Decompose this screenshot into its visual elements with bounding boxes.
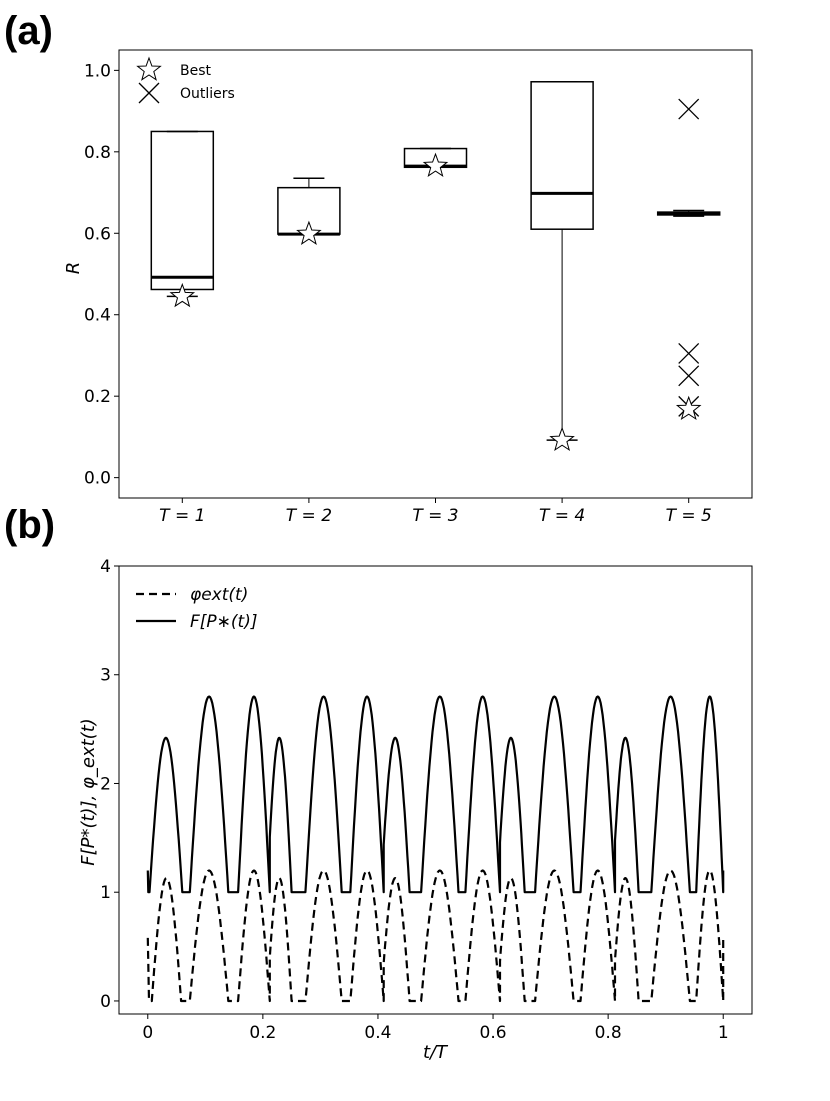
legend: φext(t) F[P∗(t)] [136,585,257,632]
y-tick-label: 2 [100,774,111,794]
panel-b-label: (b) [4,503,55,547]
y-tick-label: 0.4 [84,306,111,326]
x-axis-ticks: 0 0.2 0.4 0.6 0.8 1 [142,1014,729,1043]
y-tick-label: 3 [100,666,111,686]
y-tick-label: 0 [100,992,111,1012]
legend-phi-ext-label: φext(t) [190,585,248,605]
box-body [530,81,594,230]
box-5 [656,98,721,421]
y-tick-label: 1.0 [84,61,111,81]
x-tick-label: 0.4 [364,1023,391,1043]
x-tick-label: 0.2 [249,1023,276,1043]
legend-x-marker [138,82,160,104]
y-tick-label: 0.8 [84,143,111,163]
x-tick-label: T = 3 [412,506,458,526]
line-plot-panel: 0 1 2 3 4 0 0.2 0.4 0.6 0.8 1 t/T F[P*(t)], φ_ext… [78,557,753,1063]
best-marker [675,395,702,421]
y-axis-label: F[P*(t)], φ_ext(t) [78,718,99,866]
box-4 [530,81,594,452]
outlier-marker [678,98,700,120]
f-p-line [146,695,725,894]
y-tick-label: 1 [100,883,111,903]
best-marker [549,426,575,452]
x-axis-ticks: T = 1 T = 2 T = 3 T = 4 T = 5 [159,498,712,526]
boxes [150,81,721,452]
y-tick-label: 0.2 [84,387,111,407]
x-tick-label: T = 1 [159,506,205,526]
outlier-marker-stroke-2 [678,342,700,364]
y-tick-label: 0.6 [84,224,111,244]
best-marker [169,282,196,308]
legend-x-marker-stroke-2 [138,82,160,104]
best-marker [296,220,322,245]
y-tick-label: 0.0 [84,469,111,489]
y-axis-ticks: 0 1 2 3 4 [100,557,119,1012]
x-tick-label: 0 [142,1023,153,1043]
best-marker [422,152,449,177]
legend-f-p-label: F[P∗(t)] [190,612,257,632]
outlier-marker [678,342,700,364]
line-plot-frame [118,565,753,1015]
y-axis-ticks: 0.0 0.2 0.4 0.6 0.8 1.0 [84,61,119,489]
y-tick-label: 4 [100,557,111,577]
series-lines [146,695,725,1003]
legend-x-icon [138,82,160,104]
outlier-marker-stroke-2 [678,98,700,120]
panel-a-label: (a) [4,9,53,53]
legend-star-marker [136,56,162,81]
legend-star-icon [136,56,162,81]
legend-best-label: Best [180,63,212,79]
x-tick-label: 1 [718,1023,729,1043]
x-axis-label: t/T [423,1042,449,1063]
box-1 [150,130,215,308]
box-2 [277,177,341,245]
legend-outliers-label: Outliers [180,86,235,102]
x-tick-label: 0.8 [595,1023,622,1043]
y-axis-label: R [63,262,84,275]
x-tick-label: T = 4 [539,506,585,526]
box-3 [403,147,468,177]
outlier-marker [678,365,700,387]
x-tick-label: 0.6 [480,1023,507,1043]
box-body [150,130,215,291]
x-tick-label: T = 2 [286,506,332,526]
outlier-marker-stroke-2 [678,365,700,387]
x-tick-label: T = 5 [666,506,712,526]
legend: Best Outliers [136,56,235,104]
phi-ext-line [146,869,725,1003]
